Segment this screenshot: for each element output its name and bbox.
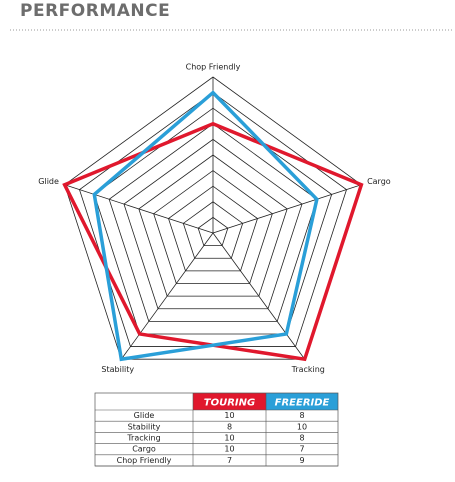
table-header: TOURING (204, 398, 255, 409)
row-label: Glide (134, 411, 155, 420)
row-label: Chop Friendly (117, 456, 172, 465)
grid-ring (168, 185, 258, 272)
table-value: 9 (299, 456, 304, 465)
table-value: 10 (297, 422, 307, 431)
grid-ring (93, 107, 333, 335)
grid-ring (79, 92, 347, 347)
spoke (212, 184, 362, 234)
axis-label: Cargo (367, 177, 391, 186)
table-header: FREERIDE (275, 398, 330, 409)
axis-label: Tracking (291, 365, 325, 374)
table-value: 10 (224, 411, 234, 420)
grid-ring (182, 201, 244, 259)
legend-table: TOURING FREERIDE Glide 10 8 Stability 8 10 Track… (94, 392, 339, 467)
table-value: 7 (299, 445, 304, 454)
table-value: 8 (227, 422, 232, 431)
row-label: Cargo (132, 445, 156, 454)
row-label: Tracking (126, 434, 160, 443)
table-header-cell (266, 393, 338, 410)
row-label: Stability (128, 422, 161, 431)
table-value: 7 (227, 456, 232, 465)
series-line (92, 90, 319, 362)
grid-ring (123, 138, 303, 310)
axis-label: Glide (38, 177, 59, 186)
table-header-cell (193, 393, 266, 410)
series-line (62, 121, 364, 362)
grid-ring (108, 123, 318, 322)
chart-title: PERFORMANCE (20, 1, 170, 21)
table-value: 10 (224, 434, 234, 443)
grid-ring (197, 216, 229, 247)
spoke (212, 232, 306, 360)
table-value: 8 (299, 411, 304, 420)
grid-ring (138, 154, 288, 297)
table-value: 8 (299, 434, 304, 443)
grid-ring (153, 170, 273, 284)
axis-label: Chop Friendly (186, 63, 241, 72)
spoke (64, 184, 214, 234)
axis-label: Stability (101, 365, 134, 374)
spoke (120, 232, 214, 360)
table-value: 10 (224, 445, 234, 454)
